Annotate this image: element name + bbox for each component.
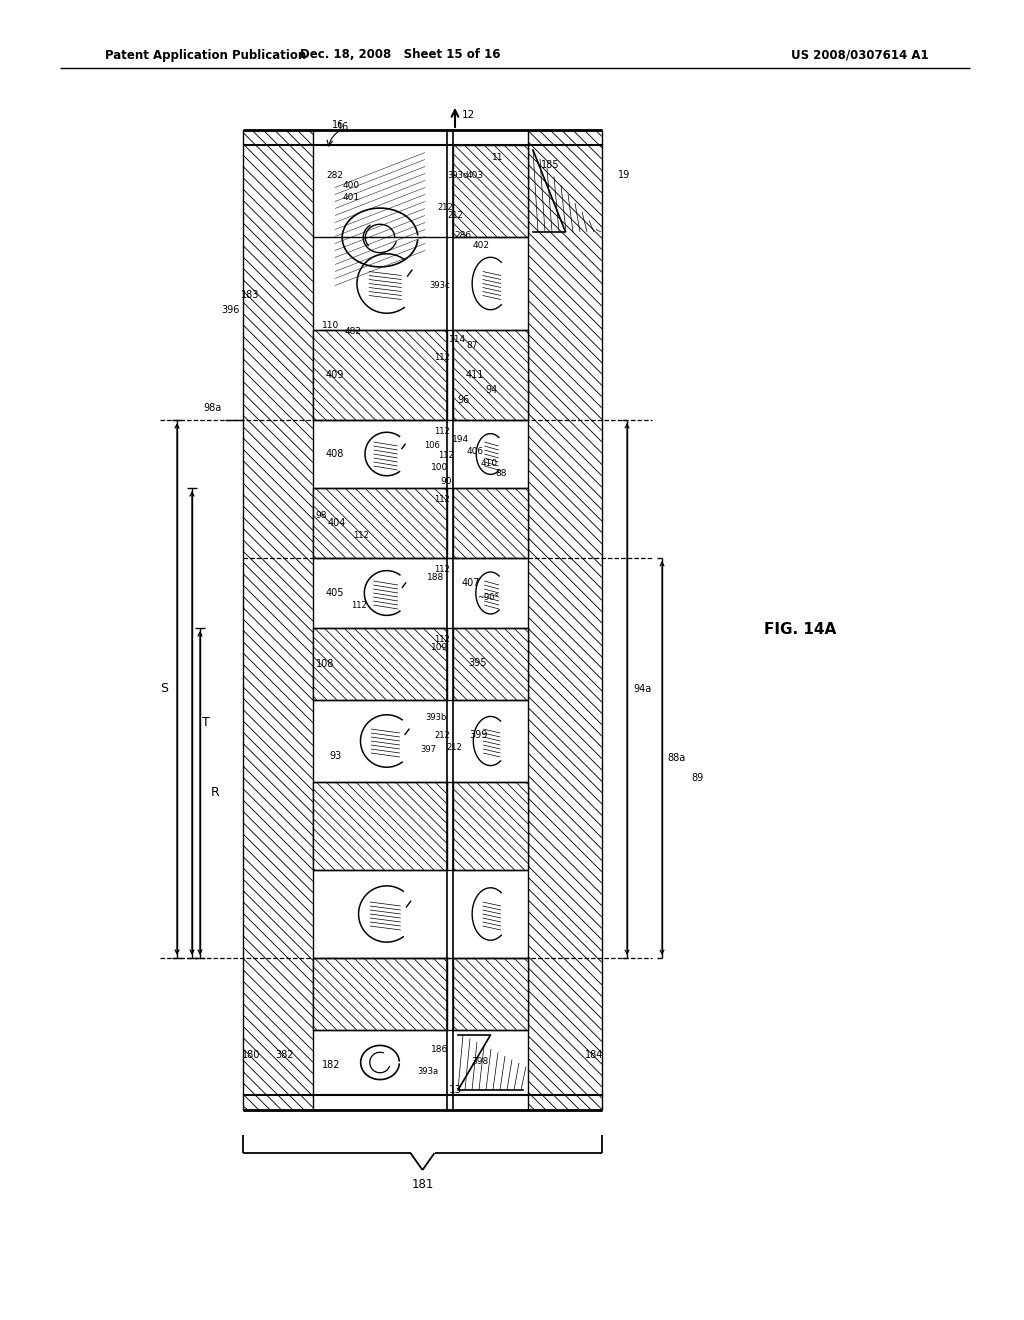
Text: R: R: [211, 787, 219, 800]
Text: US 2008/0307614 A1: US 2008/0307614 A1: [792, 49, 929, 62]
Polygon shape: [313, 781, 447, 870]
Text: 393c: 393c: [430, 281, 451, 289]
Text: 406: 406: [467, 447, 483, 457]
Text: 94: 94: [485, 385, 497, 395]
Text: 212: 212: [434, 730, 450, 739]
Text: 93: 93: [329, 751, 341, 762]
Text: 88a: 88a: [668, 752, 686, 763]
Polygon shape: [313, 488, 447, 558]
Text: 181: 181: [412, 1179, 434, 1192]
Text: 16: 16: [337, 121, 349, 132]
Text: 212: 212: [447, 210, 463, 219]
Text: 19: 19: [617, 170, 630, 180]
Polygon shape: [243, 129, 313, 1110]
Text: 403: 403: [467, 170, 483, 180]
Text: 112: 112: [434, 428, 450, 437]
Text: 405: 405: [326, 587, 344, 598]
Text: ~90°: ~90°: [477, 594, 499, 602]
Polygon shape: [453, 628, 528, 700]
Text: 98: 98: [315, 511, 327, 520]
Text: 112: 112: [434, 635, 450, 644]
Text: 402: 402: [472, 240, 489, 249]
Text: 87: 87: [466, 341, 478, 350]
Text: 398: 398: [471, 1057, 488, 1067]
Text: 16: 16: [332, 120, 344, 129]
Text: 88: 88: [496, 470, 507, 479]
Text: 186: 186: [431, 1045, 449, 1055]
Text: 396: 396: [222, 305, 241, 315]
Polygon shape: [453, 488, 528, 558]
Text: 411: 411: [466, 370, 484, 380]
Polygon shape: [313, 330, 447, 420]
Text: S: S: [160, 682, 168, 696]
Text: 393a: 393a: [418, 1068, 438, 1077]
Text: 409: 409: [326, 370, 344, 380]
Text: 212: 212: [437, 203, 453, 213]
Text: 180: 180: [242, 1049, 260, 1060]
Text: 188: 188: [427, 573, 444, 582]
Text: 185: 185: [541, 160, 559, 170]
Text: 397: 397: [420, 746, 436, 755]
Text: Dec. 18, 2008   Sheet 15 of 16: Dec. 18, 2008 Sheet 15 of 16: [300, 49, 501, 62]
Text: 110: 110: [323, 321, 340, 330]
Text: 112: 112: [353, 531, 369, 540]
Polygon shape: [453, 145, 528, 238]
Polygon shape: [313, 628, 447, 700]
Text: 282: 282: [327, 170, 343, 180]
Text: 94a: 94a: [633, 684, 651, 694]
Text: 395: 395: [469, 657, 487, 668]
Text: 96: 96: [457, 395, 469, 405]
Polygon shape: [453, 781, 528, 870]
Polygon shape: [453, 330, 528, 420]
Text: 184: 184: [585, 1049, 603, 1060]
Text: 109: 109: [431, 644, 449, 652]
Text: 106: 106: [424, 441, 440, 450]
Text: 112: 112: [434, 495, 450, 504]
Text: 108: 108: [315, 659, 334, 669]
Text: 112: 112: [438, 450, 454, 459]
Text: 393b: 393b: [425, 714, 446, 722]
Polygon shape: [313, 958, 447, 1030]
Text: 382: 382: [275, 1049, 294, 1060]
Text: 112: 112: [434, 565, 450, 574]
Text: 114: 114: [450, 335, 467, 345]
Text: 183: 183: [241, 290, 259, 300]
Text: 212: 212: [446, 743, 462, 752]
Text: FIG. 14A: FIG. 14A: [764, 623, 837, 638]
Text: 410: 410: [480, 459, 498, 469]
Polygon shape: [453, 958, 528, 1030]
Text: 408: 408: [326, 449, 344, 459]
Text: 100: 100: [431, 463, 449, 473]
Text: 112: 112: [434, 354, 450, 363]
Text: 482: 482: [344, 327, 361, 337]
Text: 194: 194: [453, 436, 470, 445]
Text: Patent Application Publication: Patent Application Publication: [105, 49, 306, 62]
Text: 404: 404: [328, 517, 346, 528]
Text: 286: 286: [455, 231, 472, 239]
Text: 400: 400: [342, 181, 359, 190]
Text: 89: 89: [691, 774, 703, 783]
Text: 13: 13: [449, 1085, 462, 1096]
Text: 90: 90: [440, 478, 452, 487]
Text: 393d: 393d: [447, 170, 469, 180]
Text: 399: 399: [469, 730, 487, 741]
Text: 11: 11: [493, 153, 504, 162]
Text: 112: 112: [351, 601, 367, 610]
Text: 98a: 98a: [204, 403, 222, 413]
Text: T: T: [202, 717, 210, 730]
Text: 12: 12: [462, 110, 475, 120]
Polygon shape: [528, 129, 602, 1110]
Text: 407: 407: [462, 578, 480, 587]
Text: 401: 401: [342, 193, 359, 202]
Text: 182: 182: [322, 1060, 340, 1071]
